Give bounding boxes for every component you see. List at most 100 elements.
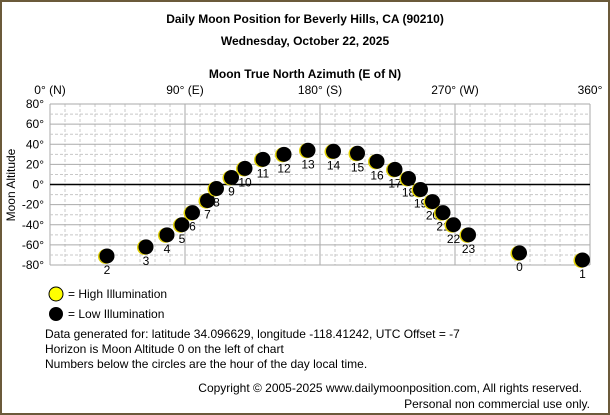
hour-label: 9: [228, 184, 235, 198]
moon-marker: [255, 151, 271, 167]
note-location: Data generated for: latitude 34.096629, …: [45, 327, 460, 341]
note-hours: Numbers below the circles are the hour o…: [45, 357, 367, 371]
moon-point: 7: [198, 193, 215, 222]
legend-low-label: = Low Illumination: [68, 307, 164, 321]
moon-point: 15: [348, 145, 365, 174]
y-tick-labels: 80° 60° 40° 20° 0° -20° -40° -60° -80°: [22, 97, 44, 272]
hour-label: 7: [204, 208, 211, 222]
moon-marker: [138, 239, 154, 255]
moon-marker: [200, 193, 215, 209]
moon-point: 10: [236, 160, 253, 189]
moon-marker: [401, 170, 416, 186]
hour-label: 6: [189, 220, 196, 234]
y-tick-label: 60°: [26, 117, 44, 131]
legend-low-swatch: [49, 307, 63, 321]
moon-marker: [276, 146, 292, 162]
hour-label: 0: [516, 260, 523, 274]
moon-marker: [413, 182, 428, 198]
moon-marker: [575, 252, 590, 268]
moon-marker: [209, 181, 224, 197]
moon-marker: [461, 227, 476, 243]
moon-point: 14: [324, 143, 341, 172]
moon-point: 12: [275, 146, 292, 175]
moon-marker: [512, 245, 527, 261]
moon-marker: [237, 160, 253, 176]
moon-point: 22: [444, 217, 461, 246]
moon-point: 19: [411, 182, 428, 211]
chart-title: Daily Moon Position for Beverly Hills, C…: [166, 12, 444, 26]
moon-point: 1: [573, 252, 590, 281]
moon-point: 3: [137, 239, 154, 268]
moon-marker: [425, 194, 440, 210]
moon-marker: [446, 217, 461, 233]
moon-point: 2: [98, 248, 115, 277]
legend-high-swatch: [48, 286, 64, 302]
moon-marker: [326, 143, 341, 159]
hour-label: 4: [164, 242, 171, 256]
x-tick-label: 360°: [578, 83, 603, 97]
moon-marker: [350, 145, 365, 161]
moon-point: 4: [158, 227, 175, 256]
note-horizon: Horizon is Moon Altitude 0 on the left o…: [45, 342, 284, 356]
moon-point: 6: [183, 205, 200, 234]
moon-point: 17: [386, 161, 403, 190]
moon-marker: [174, 217, 190, 233]
moon-point: 8: [207, 181, 224, 210]
y-tick-label: -40°: [22, 218, 44, 232]
y-tick-label: -20°: [22, 198, 44, 212]
legend: = High Illumination = Low Illumination: [48, 286, 167, 321]
y-axis-label: Moon Altitude: [4, 148, 18, 221]
usage-note: Personal non commercial use only.: [404, 397, 590, 411]
hour-label: 12: [277, 161, 291, 175]
moon-point: 16: [368, 153, 385, 182]
hour-label: 22: [447, 232, 461, 246]
hour-label: 16: [370, 168, 384, 182]
y-tick-label: -60°: [22, 238, 44, 252]
moon-point: 5: [173, 217, 190, 246]
hour-label: 15: [351, 160, 365, 174]
y-tick-label: 40°: [26, 137, 44, 151]
hour-label: 13: [301, 157, 315, 171]
moon-marker: [387, 161, 403, 177]
chart-subtitle: Wednesday, October 22, 2025: [221, 34, 390, 48]
hour-label: 1: [579, 267, 586, 281]
x-tick-label: 270° (W): [431, 83, 478, 97]
moon-point: 0: [510, 245, 527, 274]
x-tick-label: 0° (N): [34, 83, 65, 97]
hour-label: 23: [462, 242, 476, 256]
hour-label: 11: [257, 166, 270, 180]
y-tick-label: 80°: [26, 97, 44, 111]
x-tick-label: 90° (E): [166, 83, 203, 97]
moon-point: 23: [459, 227, 476, 256]
hour-label: 5: [179, 232, 186, 246]
moon-marker: [224, 169, 239, 185]
moon-marker: [435, 205, 451, 221]
moon-point: 11: [254, 151, 271, 180]
hour-label: 3: [143, 254, 150, 268]
grid: [49, 103, 591, 266]
moon-point: 13: [299, 142, 316, 171]
hour-label: 2: [104, 263, 111, 277]
hour-label: 14: [327, 158, 341, 172]
y-tick-label: 0°: [33, 178, 45, 192]
hour-label: 17: [388, 176, 402, 190]
x-axis-label: Moon True North Azimuth (E of N): [209, 67, 401, 81]
hour-label: 10: [238, 175, 252, 189]
moon-marker: [159, 227, 175, 243]
x-tick-labels: 0° (N) 90° (E) 180° (S) 270° (W) 360°: [34, 83, 602, 97]
moon-marker: [99, 248, 115, 264]
y-tick-label: -80°: [22, 258, 44, 272]
y-tick-label: 20°: [26, 157, 44, 171]
moon-marker: [369, 153, 385, 169]
hour-label: 8: [213, 196, 220, 210]
moon-point: 9: [222, 169, 239, 198]
copyright: Copyright © 2005-2025 www.dailymoonposit…: [198, 381, 582, 395]
x-tick-label: 180° (S): [298, 83, 342, 97]
moon-marker: [185, 205, 200, 221]
moon-marker: [300, 142, 316, 158]
legend-high-label: = High Illumination: [68, 287, 167, 301]
